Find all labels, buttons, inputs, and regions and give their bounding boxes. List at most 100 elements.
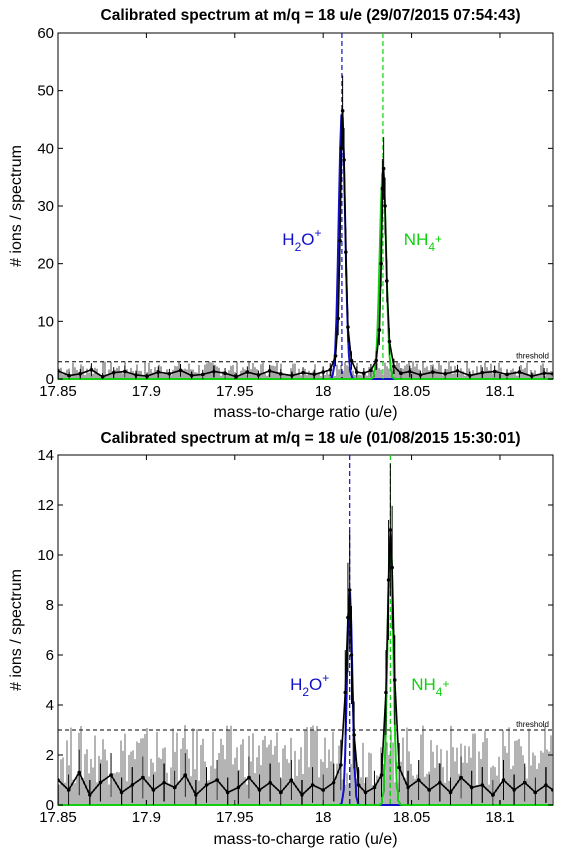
data-point	[469, 785, 474, 790]
y-tick-label: 8	[46, 597, 54, 614]
data-point	[225, 790, 230, 795]
data-point	[492, 369, 497, 374]
data-point	[109, 773, 113, 777]
data-point	[162, 780, 166, 785]
data-point	[347, 588, 352, 592]
data-point	[427, 788, 432, 792]
data-point	[381, 166, 386, 171]
y-tick-label: 12	[37, 497, 54, 514]
data-point	[111, 370, 116, 375]
y-tick-label: 6	[46, 647, 54, 664]
data-point	[551, 788, 553, 792]
x-tick-label: 18.05	[393, 383, 431, 400]
data-point	[459, 775, 463, 780]
data-point	[408, 369, 412, 374]
data-point	[312, 372, 316, 377]
data-point	[172, 785, 177, 790]
data-point	[300, 793, 304, 797]
x-tick-label: 18	[315, 809, 332, 826]
data-point	[505, 372, 509, 377]
x-tick-label: 18.1	[485, 383, 514, 400]
y-tick-label: 14	[37, 447, 54, 464]
data-point	[522, 780, 527, 785]
data-point	[354, 370, 359, 374]
data-point	[290, 373, 294, 378]
y-tick-label: 40	[37, 140, 54, 157]
peak-label: H2O+	[290, 671, 329, 699]
y-axis-label: # ions / spectrum	[8, 145, 25, 267]
data-point	[58, 369, 60, 373]
data-point	[418, 373, 423, 377]
y-axis-label: # ions / spectrum	[8, 569, 25, 691]
data-point	[438, 780, 442, 785]
peak-label-subscript: 2	[302, 685, 309, 699]
data-point	[339, 763, 343, 767]
data-point	[89, 367, 94, 372]
peak-label-superscript: +	[442, 677, 449, 691]
data-point	[406, 785, 410, 790]
data-point	[338, 238, 342, 243]
peak-label-subscript: 2	[295, 240, 302, 254]
y-tick-label: 0	[46, 797, 54, 814]
data-point	[167, 372, 172, 376]
data-point	[310, 783, 315, 787]
y-tick-label: 10	[37, 313, 54, 330]
data-point	[66, 788, 71, 792]
threshold-label: threshold	[516, 352, 549, 361]
peak-label-subscript: 4	[436, 685, 443, 699]
data-point	[321, 788, 325, 792]
data-point	[119, 790, 124, 795]
data-point	[517, 370, 522, 374]
data-point	[343, 690, 348, 695]
data-point	[200, 372, 205, 377]
data-point	[385, 279, 389, 283]
data-series	[58, 463, 553, 805]
peak-label-superscript: +	[322, 671, 329, 685]
data-point	[369, 368, 373, 373]
data-point	[156, 370, 161, 374]
chart-title: Calibrated spectrum at m/q = 18 u/e (29/…	[101, 7, 521, 24]
peak-label-rest: O	[301, 230, 314, 249]
data-point	[480, 370, 485, 375]
plot-frame	[57, 32, 554, 380]
data-point	[448, 790, 453, 795]
data-point	[501, 778, 506, 782]
data-point	[349, 653, 354, 657]
data-point	[88, 793, 92, 797]
data-point	[346, 325, 350, 329]
peak-label: H2O+	[282, 226, 321, 254]
data-point	[58, 778, 60, 782]
data-point	[388, 528, 393, 532]
data-point	[194, 793, 198, 797]
data-point	[529, 374, 534, 378]
data-point	[98, 780, 103, 785]
x-tick-label: 17.85	[39, 383, 77, 400]
data-point	[178, 368, 183, 373]
data-point	[416, 778, 421, 782]
data-point	[212, 369, 216, 374]
data-point	[100, 374, 105, 379]
peak-label-subscript: 4	[428, 240, 435, 254]
x-tick-label: 17.9	[132, 383, 161, 400]
x-tick-label: 18.1	[485, 809, 514, 826]
data-point	[267, 369, 272, 373]
data-point	[215, 778, 219, 782]
data-point	[377, 328, 382, 332]
data-point	[321, 370, 325, 374]
data-point	[247, 775, 251, 780]
x-axis-label: mass-to-charge ratio (u/e)	[213, 404, 397, 421]
data-point	[289, 778, 294, 782]
data-point	[397, 765, 401, 770]
data-point	[123, 369, 127, 374]
data-point	[342, 158, 346, 162]
data-point	[234, 374, 238, 379]
data-point	[236, 785, 241, 790]
data-point	[443, 372, 447, 376]
peak-label: NH4+	[404, 230, 442, 254]
y-tick-label: 2	[46, 747, 54, 764]
y-tick-label: 10	[37, 547, 54, 564]
data-point	[336, 316, 341, 321]
peak-label-rest: O	[309, 675, 322, 694]
data-point	[130, 783, 135, 787]
data-point	[390, 565, 394, 570]
